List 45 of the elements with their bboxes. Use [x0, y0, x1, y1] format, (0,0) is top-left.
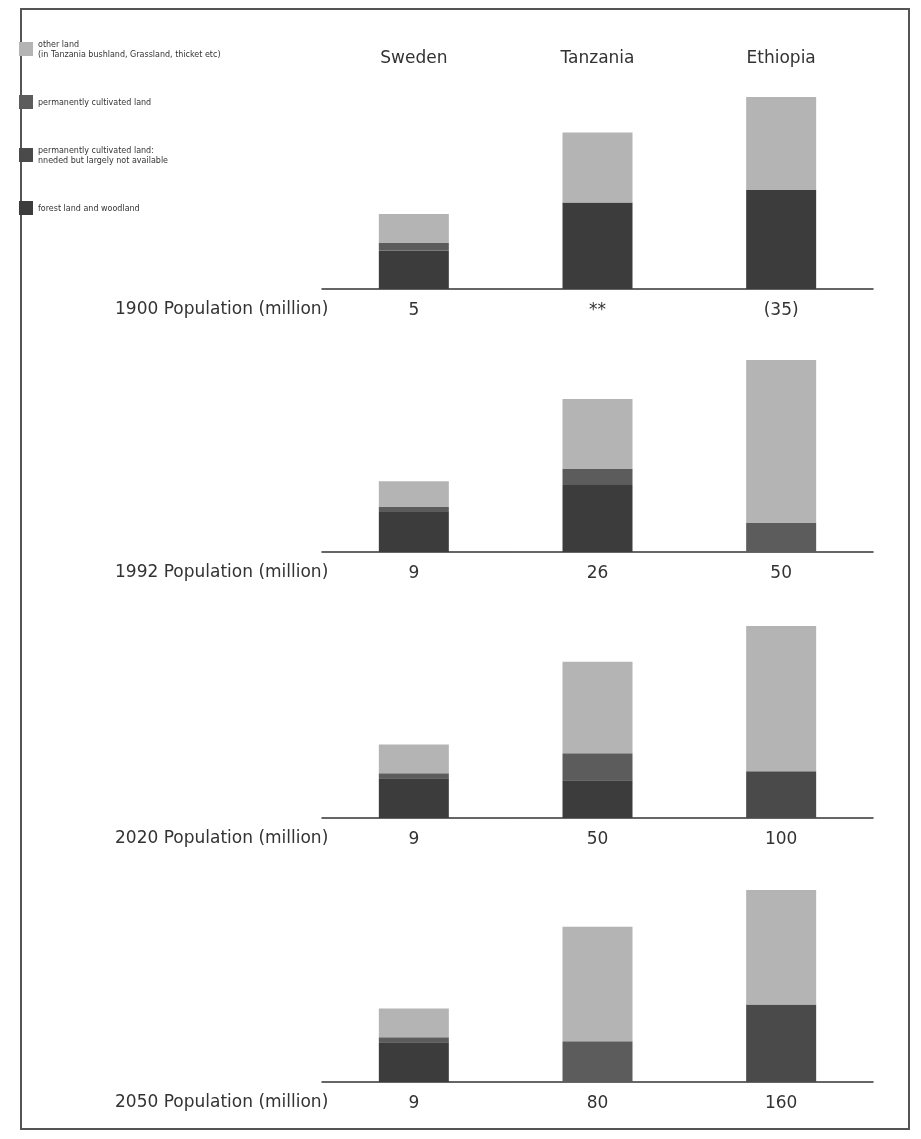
x-tick-label: Tanzania: [559, 46, 635, 67]
text: 9: [408, 562, 420, 582]
text: **: [589, 299, 606, 319]
text: (35): [763, 299, 799, 319]
x-axis-title: 1992 Population (million): [115, 560, 329, 581]
text: 5: [408, 299, 420, 319]
bar: [378, 507, 449, 513]
text: 80: [586, 1092, 609, 1112]
bar: [378, 242, 449, 251]
bar: [746, 523, 817, 552]
bar: [378, 1008, 449, 1038]
bar: [562, 1041, 633, 1082]
bar: [562, 398, 633, 470]
x-tick-label: Ethiopia: [746, 46, 816, 67]
bar: [562, 661, 633, 754]
bar: [746, 890, 817, 1005]
text: 100: [764, 828, 798, 848]
bar: [562, 132, 633, 203]
legend-label: forest land and woodland: [38, 203, 140, 213]
bar: [378, 773, 449, 779]
bar: [746, 771, 817, 818]
bar: [746, 626, 817, 772]
legend-label: permanently cultivated land: [38, 97, 152, 107]
x-axis-title: 2050 Population (million): [115, 1090, 329, 1111]
bar: [378, 481, 449, 508]
bar: [378, 214, 449, 243]
bar: [746, 97, 817, 191]
text: 160: [764, 1092, 798, 1112]
text: 26: [586, 562, 609, 582]
text: 9: [408, 1092, 420, 1112]
bar: [378, 1037, 449, 1043]
bar: [562, 753, 633, 781]
bar: [746, 360, 817, 524]
bar: [378, 744, 449, 774]
bar: [562, 469, 633, 485]
legend-label: permanently cultivated land: nneded but largely not available: [38, 145, 169, 165]
text: 50: [586, 828, 609, 848]
legend-label: other land (in Tanzania bushland, Grassland, thicket etc): [38, 39, 221, 59]
text: 50: [770, 562, 792, 582]
bar: [746, 1004, 817, 1082]
bar: [562, 926, 633, 1042]
x-axis-title: 1900 Population (million): [115, 297, 329, 318]
x-tick-label: Sweden: [380, 46, 448, 67]
x-axis-title: 2020 Population (million): [115, 826, 329, 847]
text: 9: [408, 828, 420, 848]
